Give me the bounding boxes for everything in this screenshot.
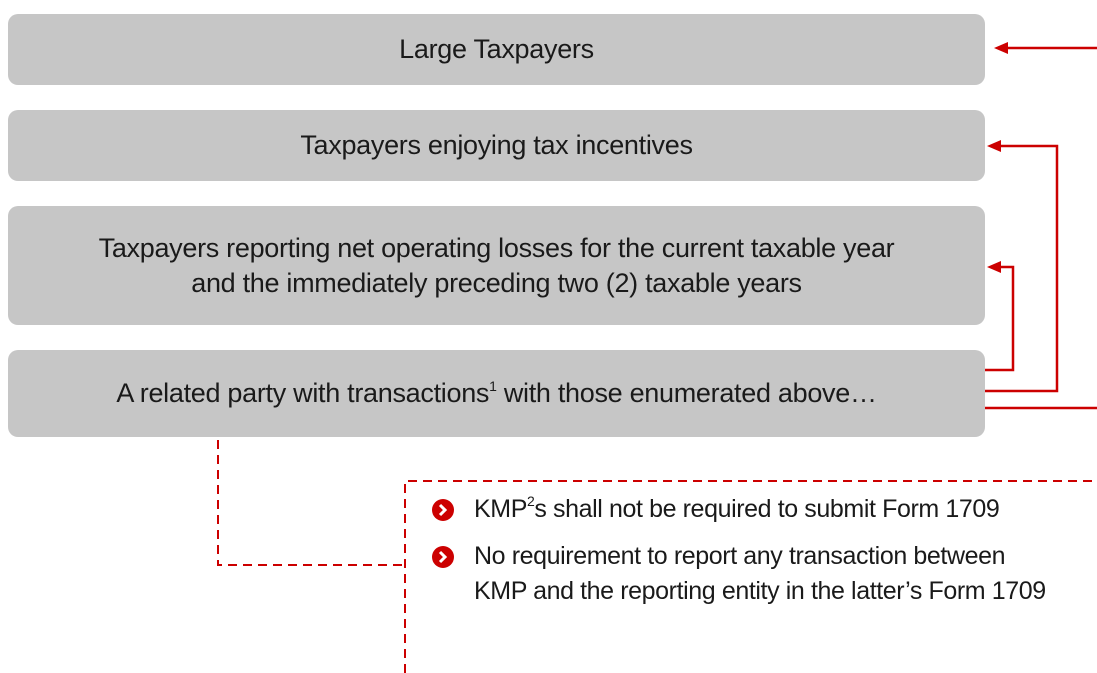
- bullet-icon: [432, 499, 454, 521]
- arrowhead: [994, 42, 1008, 54]
- box-label: A related party with transactions1 with …: [116, 376, 877, 411]
- box: Large Taxpayers: [8, 14, 985, 85]
- arrowhead: [987, 261, 1001, 273]
- bullet-list: KMP2s shall not be required to submit Fo…: [432, 492, 1052, 621]
- box: Taxpayers enjoying tax incentives: [8, 110, 985, 181]
- text: with those enumerated above…: [496, 378, 877, 408]
- arrow-line: [985, 144, 1059, 393]
- bullet-icon: [432, 546, 454, 568]
- box-label: Taxpayers reporting net operating losses…: [98, 232, 895, 298]
- dashed-line: [404, 480, 1097, 673]
- box-label: Large Taxpayers: [399, 34, 594, 64]
- arrowhead: [987, 140, 1001, 152]
- bullet: No requirement to report any transaction…: [432, 539, 1052, 609]
- text: A related party with transactions: [116, 378, 490, 408]
- text: KMP: [474, 495, 527, 523]
- text: s shall not be required to submit Form 1…: [534, 495, 1000, 523]
- dashed-line: [217, 440, 405, 566]
- text: No requirement to report any transaction…: [474, 542, 1046, 605]
- footnote: 1: [489, 378, 497, 394]
- box: A related party with transactions1 with …: [8, 350, 985, 437]
- bullet: KMP2s shall not be required to submit Fo…: [432, 492, 1052, 527]
- box: Taxpayers reporting net operating losses…: [8, 206, 985, 325]
- footnote: 2: [526, 493, 535, 509]
- box-label: Taxpayers enjoying tax incentives: [300, 130, 693, 160]
- arrow-line: [985, 265, 1015, 372]
